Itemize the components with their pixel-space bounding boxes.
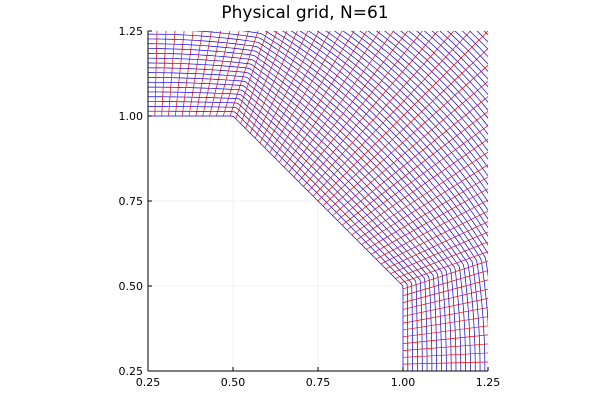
grid-line-red-22 [279, 31, 368, 163]
grid-line-red-29 [312, 31, 471, 197]
grid-line-red-5 [181, 31, 194, 117]
y-tick-label-4: 1.25 [119, 25, 144, 38]
grid-line-red-13 [235, 31, 268, 119]
grid-line-red-33 [332, 80, 488, 216]
grid-line-red-21 [274, 31, 355, 158]
grid-line-red-51 [402, 288, 488, 310]
y-tick-label-1: 0.50 [119, 280, 144, 293]
grid-line-red-14 [240, 31, 278, 124]
grid-line-red-19 [264, 31, 331, 148]
grid-line-red-37 [351, 138, 488, 236]
grid-line-red-18 [259, 31, 320, 144]
grid-line-red-32 [327, 64, 488, 211]
grid-line-red-26 [298, 31, 423, 182]
grid-line-red-54 [402, 316, 488, 331]
y-tick-label-3: 1.00 [119, 110, 144, 123]
grid-line-red-44 [385, 221, 488, 270]
grid-line-red-39 [361, 164, 488, 245]
grid-line-red-1 [154, 31, 158, 117]
grid-line-red-45 [390, 231, 488, 274]
grid-line-red-41 [371, 188, 488, 255]
grid-line-red-12 [229, 31, 259, 117]
mesh [148, 31, 488, 371]
grid-line-red-56 [402, 334, 488, 344]
grid-line-red-34 [337, 96, 488, 221]
grid-line-red-58 [402, 352, 488, 358]
grid-line-red-23 [283, 31, 381, 168]
grid-line-red-20 [269, 31, 343, 153]
grid-line-red-43 [380, 210, 488, 265]
grid-line-red-17 [254, 31, 309, 139]
y-tick-label-0: 0.25 [119, 365, 144, 378]
grid-line-red-46 [395, 241, 488, 279]
grid-line-red-47 [400, 251, 488, 284]
grid-line-red-24 [288, 31, 394, 173]
grid-line-red-48 [402, 260, 488, 290]
grid-line-red-3 [168, 31, 176, 117]
grid-line-red-35 [341, 110, 488, 226]
grid-line-red-40 [366, 176, 488, 250]
grid-line-red-30 [317, 31, 488, 202]
grid-line-red-42 [375, 199, 488, 260]
grid-line-red-27 [303, 31, 439, 187]
x-tick-label-2: 0.75 [306, 376, 331, 389]
grid-line-red-4 [175, 31, 185, 117]
grid-line-red-9 [209, 31, 231, 117]
grid-line-red-16 [249, 31, 298, 134]
x-tick-label-0: 0.25 [136, 376, 161, 389]
x-tick-label-4: 1.25 [476, 376, 501, 389]
grid-line-red-55 [402, 325, 488, 338]
grid-line-red-11 [222, 31, 249, 117]
grid-line-red-25 [293, 31, 409, 178]
grid-line-red-49 [402, 270, 488, 297]
grid-line-red-15 [245, 31, 288, 129]
chart-title: Physical grid, N=61 [221, 3, 388, 23]
x-tick-label-1: 0.50 [221, 376, 246, 389]
grid-line-red-31 [322, 48, 488, 207]
grid-line-red-10 [216, 31, 240, 117]
grid-line-red-53 [402, 307, 488, 324]
grid-line-red-38 [356, 151, 488, 240]
grid-line-red-8 [202, 31, 221, 117]
grid-line-blue-27 [325, 31, 488, 194]
x-tick-label-3: 1.00 [391, 376, 416, 389]
grid-line-red-59 [402, 361, 488, 365]
grid-line-red-28 [308, 31, 455, 192]
grid-line-red-57 [402, 343, 488, 351]
grid-line-red-7 [195, 31, 212, 117]
ticks: 0.25 0.50 0.75 1.00 1.25 0.25 0.50 0.75 1.00 1.25 [119, 25, 501, 389]
grid-line-red-36 [346, 125, 488, 231]
grid-line-red-52 [402, 298, 488, 317]
grid-line-red-50 [402, 279, 488, 303]
grid-line-red-6 [188, 31, 203, 117]
grid-line-red-2 [161, 31, 167, 117]
y-tick-label-2: 0.75 [119, 195, 144, 208]
